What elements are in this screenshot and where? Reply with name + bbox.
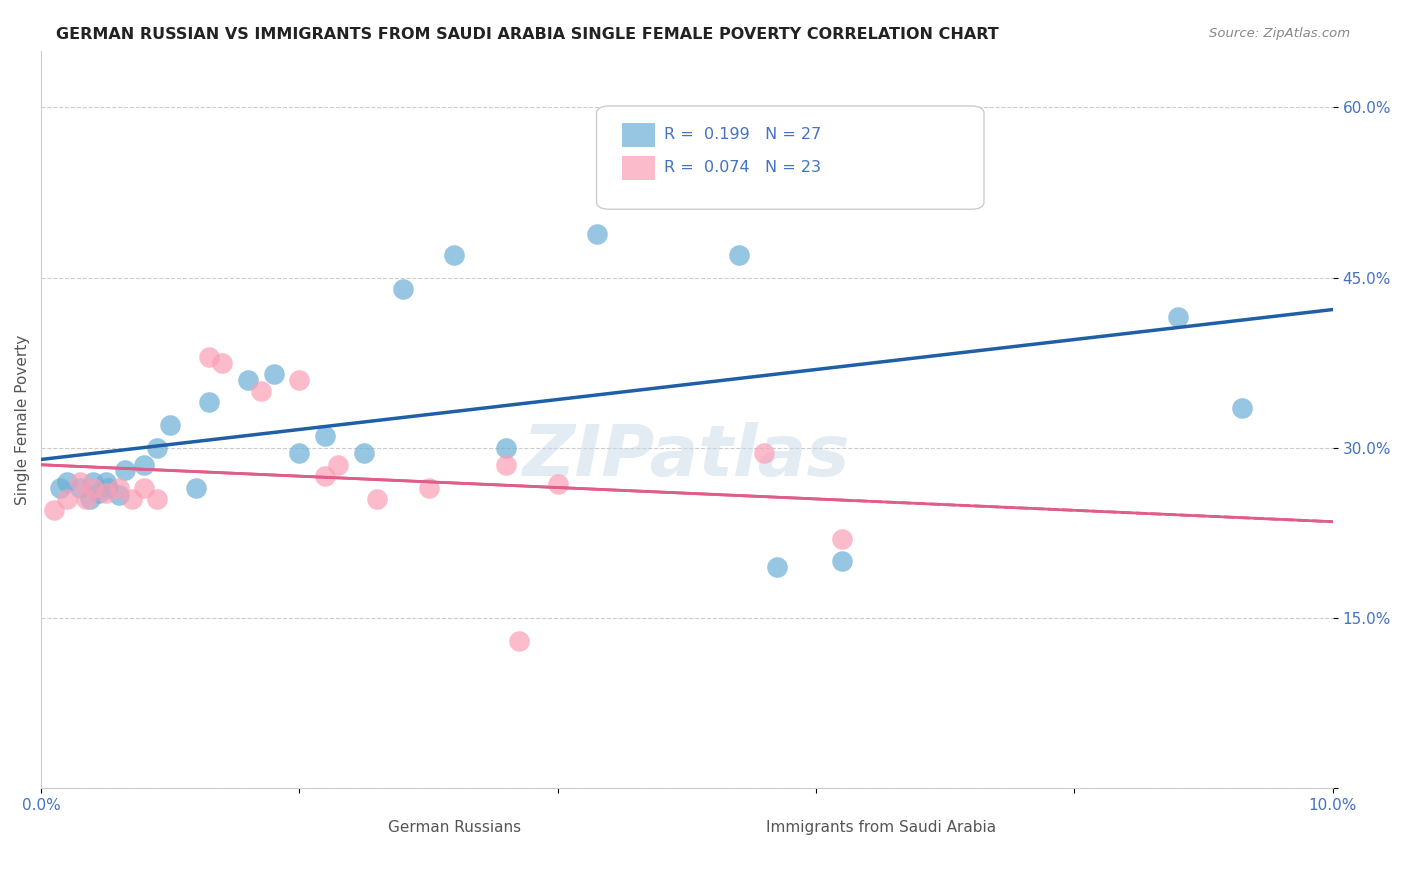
- Point: [353, 446, 375, 460]
- Point: [107, 488, 129, 502]
- Point: [288, 446, 311, 460]
- Point: [97, 481, 120, 495]
- Point: [495, 441, 517, 455]
- Point: [94, 486, 117, 500]
- Point: [508, 633, 530, 648]
- Point: [288, 373, 311, 387]
- Point: [495, 458, 517, 472]
- Point: [624, 152, 647, 166]
- Text: GERMAN RUSSIAN VS IMMIGRANTS FROM SAUDI ARABIA SINGLE FEMALE POVERTY CORRELATION: GERMAN RUSSIAN VS IMMIGRANTS FROM SAUDI …: [56, 27, 1000, 42]
- Text: R =  0.199   N = 27: R = 0.199 N = 27: [664, 127, 821, 142]
- Y-axis label: Single Female Poverty: Single Female Poverty: [15, 334, 30, 505]
- Point: [121, 491, 143, 506]
- Point: [328, 458, 350, 472]
- Point: [79, 491, 101, 506]
- Point: [69, 475, 91, 489]
- Point: [82, 475, 104, 489]
- Point: [146, 441, 169, 455]
- Point: [831, 532, 853, 546]
- Point: [56, 491, 79, 506]
- FancyBboxPatch shape: [312, 825, 339, 844]
- Point: [314, 429, 336, 443]
- Point: [391, 282, 413, 296]
- Point: [114, 463, 136, 477]
- Point: [443, 248, 465, 262]
- Point: [263, 367, 285, 381]
- Point: [314, 469, 336, 483]
- Text: Source: ZipAtlas.com: Source: ZipAtlas.com: [1209, 27, 1350, 40]
- Point: [184, 481, 207, 495]
- FancyBboxPatch shape: [623, 156, 655, 180]
- Point: [69, 481, 91, 495]
- Point: [547, 477, 569, 491]
- Point: [585, 227, 607, 242]
- FancyBboxPatch shape: [725, 825, 752, 844]
- Point: [754, 446, 776, 460]
- Point: [366, 491, 388, 506]
- Point: [49, 481, 72, 495]
- Point: [56, 475, 79, 489]
- Point: [159, 418, 181, 433]
- Point: [75, 491, 97, 506]
- Point: [198, 395, 221, 409]
- Point: [249, 384, 271, 398]
- Point: [82, 481, 104, 495]
- Point: [727, 248, 749, 262]
- Point: [236, 373, 259, 387]
- Point: [766, 560, 789, 574]
- Text: German Russians: German Russians: [388, 821, 522, 836]
- Point: [831, 554, 853, 568]
- Point: [418, 481, 440, 495]
- Point: [1232, 401, 1254, 415]
- Point: [134, 481, 156, 495]
- Point: [89, 486, 111, 500]
- Point: [94, 475, 117, 489]
- Point: [146, 491, 169, 506]
- Point: [1167, 310, 1189, 325]
- Point: [134, 458, 156, 472]
- Text: ZIPatlas: ZIPatlas: [523, 422, 851, 491]
- Point: [211, 356, 233, 370]
- Text: Immigrants from Saudi Arabia: Immigrants from Saudi Arabia: [766, 821, 995, 836]
- Point: [198, 350, 221, 364]
- FancyBboxPatch shape: [596, 106, 984, 210]
- FancyBboxPatch shape: [623, 123, 655, 146]
- Point: [42, 503, 65, 517]
- Text: R =  0.074   N = 23: R = 0.074 N = 23: [664, 160, 821, 175]
- Point: [107, 481, 129, 495]
